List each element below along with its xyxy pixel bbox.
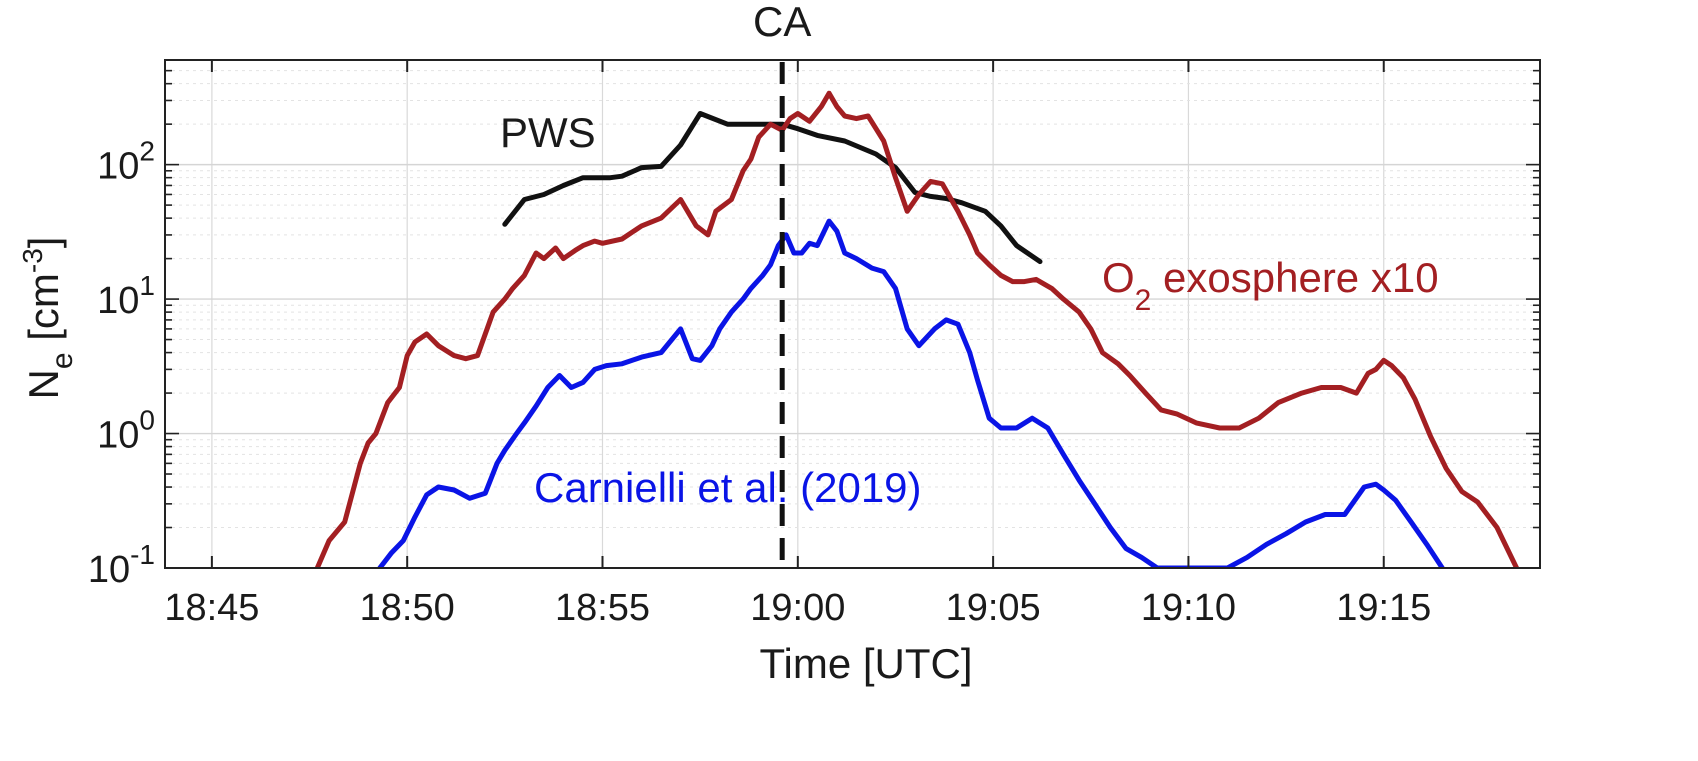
pws-series-label: PWS xyxy=(500,109,596,156)
x-tick-label: 18:50 xyxy=(360,587,455,629)
y-axis-title-close: ] xyxy=(20,237,67,249)
ca-label: CA xyxy=(753,0,811,45)
x-axis-title: Time [UTC] xyxy=(759,640,972,687)
carnielli-line xyxy=(377,218,1445,568)
pws-line xyxy=(502,111,1043,265)
y-tick-label: 102 xyxy=(97,136,155,188)
y-axis-title-unit: [cm xyxy=(20,273,67,352)
y-tick-label: 101 xyxy=(97,270,155,322)
x-tick-label: 18:45 xyxy=(164,587,259,629)
x-tick-label: 19:15 xyxy=(1336,587,1431,629)
o2-label-sub: 2 xyxy=(1135,284,1152,317)
o2-series-label: O2 exosphere x10 xyxy=(1102,254,1439,317)
y-axis-title-exp: -3 xyxy=(17,248,48,273)
series-layer xyxy=(314,90,1520,568)
y-axis-title: Ne [cm-3] xyxy=(17,237,79,400)
y-tick-label: 10-1 xyxy=(88,539,155,591)
axis-ticks: 18:45 18:50 18:55 19:00 19:05 19:10 19:15 10-1 1… xyxy=(88,59,1540,629)
x-tick-label: 19:00 xyxy=(750,587,845,629)
grid-lines xyxy=(165,59,1540,569)
y-tick-label: 100 xyxy=(97,405,155,457)
plot-frame xyxy=(164,59,1541,569)
o2-label-main: O xyxy=(1102,254,1135,301)
y-axis-title-sub: e xyxy=(46,352,79,369)
y-axis-title-main: N xyxy=(20,369,67,399)
o2-exosphere-line xyxy=(314,90,1520,568)
carnielli-series-label: Carnielli et al. (2019) xyxy=(534,464,922,511)
x-tick-label: 19:05 xyxy=(946,587,1041,629)
o2-label-rest: exosphere x10 xyxy=(1151,254,1438,301)
x-tick-label: 19:10 xyxy=(1141,587,1236,629)
x-tick-label: 18:55 xyxy=(555,587,650,629)
